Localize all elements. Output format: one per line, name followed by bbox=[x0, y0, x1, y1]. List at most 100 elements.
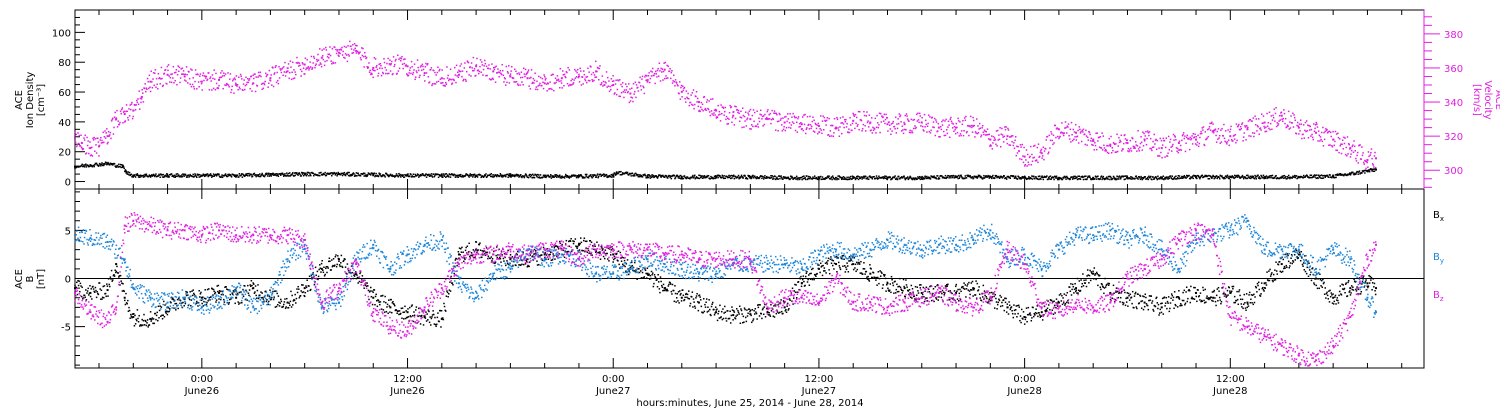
velocity-point bbox=[905, 129, 907, 131]
velocity-point bbox=[648, 72, 650, 74]
velocity-point bbox=[303, 68, 305, 70]
velocity-point bbox=[693, 108, 695, 110]
ion-density-point bbox=[1106, 176, 1108, 178]
velocity-point bbox=[996, 145, 998, 147]
velocity-point bbox=[159, 83, 161, 85]
velocity-point bbox=[312, 67, 314, 69]
velocity-point bbox=[231, 86, 233, 88]
ion-density-point bbox=[1352, 172, 1354, 174]
ion-density-point bbox=[1050, 179, 1052, 181]
velocity-point bbox=[173, 82, 175, 84]
velocity-point bbox=[177, 74, 179, 76]
velocity-point bbox=[133, 110, 135, 112]
bx-point bbox=[106, 283, 108, 285]
velocity-point bbox=[989, 134, 991, 136]
velocity-point bbox=[946, 129, 948, 131]
velocity-point bbox=[910, 132, 912, 134]
velocity-point bbox=[1215, 128, 1217, 130]
velocity-point bbox=[1270, 123, 1272, 125]
velocity-point bbox=[809, 116, 811, 118]
velocity-point bbox=[1022, 144, 1024, 146]
ion-density-point bbox=[897, 179, 899, 181]
velocity-point bbox=[565, 77, 567, 79]
velocity-point bbox=[237, 84, 239, 86]
velocity-point bbox=[853, 114, 855, 116]
velocity-point bbox=[622, 82, 624, 84]
velocity-point bbox=[836, 117, 838, 119]
ion-density-point bbox=[596, 176, 598, 178]
velocity-point bbox=[464, 62, 466, 64]
velocity-point bbox=[1346, 155, 1348, 157]
velocity-point bbox=[758, 118, 760, 120]
velocity-point bbox=[542, 81, 544, 83]
velocity-point bbox=[116, 117, 118, 119]
velocity-point bbox=[721, 113, 723, 115]
velocity-point bbox=[543, 88, 545, 90]
velocity-point bbox=[1349, 148, 1351, 150]
ion-density-point bbox=[1083, 179, 1085, 181]
velocity-point bbox=[635, 97, 637, 99]
ion-density-point bbox=[96, 163, 98, 165]
velocity-point bbox=[1092, 144, 1094, 146]
velocity-point bbox=[846, 123, 848, 125]
velocity-point bbox=[857, 124, 859, 126]
ion-density-point bbox=[723, 175, 725, 177]
velocity-point bbox=[536, 86, 538, 88]
velocity-point bbox=[948, 121, 950, 123]
ion-density-point bbox=[683, 178, 685, 180]
velocity-point bbox=[674, 85, 676, 87]
bx-point bbox=[175, 309, 177, 311]
velocity-point bbox=[1371, 158, 1373, 160]
ion-density-point bbox=[168, 176, 170, 178]
velocity-point bbox=[652, 68, 654, 70]
velocity-point bbox=[410, 73, 412, 75]
velocity-point bbox=[450, 79, 452, 81]
ion-density-point bbox=[261, 173, 263, 175]
velocity-point bbox=[1184, 138, 1186, 140]
velocity-point bbox=[194, 88, 196, 90]
velocity-point bbox=[110, 138, 112, 140]
velocity-point bbox=[1195, 139, 1197, 141]
velocity-point bbox=[218, 85, 220, 87]
ion-density-point bbox=[1034, 178, 1036, 180]
velocity-point bbox=[610, 89, 612, 91]
velocity-point bbox=[447, 77, 449, 79]
velocity-point bbox=[94, 150, 96, 152]
velocity-point bbox=[635, 82, 637, 84]
velocity-point bbox=[1076, 139, 1078, 141]
bx-point bbox=[80, 283, 82, 285]
date-tick-label: June26 bbox=[389, 386, 425, 397]
velocity-point bbox=[1320, 139, 1322, 141]
ion-density-point bbox=[313, 175, 315, 177]
velocity-point bbox=[692, 92, 694, 94]
velocity-point bbox=[963, 135, 965, 137]
velocity-point bbox=[1201, 133, 1203, 135]
velocity-point bbox=[1117, 151, 1119, 153]
velocity-point bbox=[1084, 133, 1086, 135]
velocity-point bbox=[388, 73, 390, 75]
ion-density-point bbox=[303, 172, 305, 174]
velocity-point bbox=[484, 60, 486, 62]
velocity-point bbox=[539, 84, 541, 86]
velocity-point bbox=[1203, 126, 1205, 128]
velocity-point bbox=[1011, 141, 1013, 143]
velocity-point bbox=[427, 63, 429, 65]
velocity-point bbox=[1103, 145, 1105, 147]
velocity-point bbox=[848, 128, 850, 130]
velocity-point bbox=[626, 86, 628, 88]
velocity-point bbox=[1074, 131, 1076, 133]
ion-density-point bbox=[270, 175, 272, 177]
velocity-point bbox=[236, 75, 238, 77]
velocity-point bbox=[411, 61, 413, 63]
velocity-point bbox=[648, 75, 650, 77]
velocity-point bbox=[1234, 138, 1236, 140]
velocity-point bbox=[1161, 157, 1163, 159]
velocity-point bbox=[1118, 145, 1120, 147]
velocity-point bbox=[131, 103, 133, 105]
ion-density-point bbox=[1120, 178, 1122, 180]
velocity-point bbox=[719, 114, 721, 116]
velocity-point bbox=[623, 97, 625, 99]
velocity-point bbox=[234, 77, 236, 79]
velocity-point bbox=[865, 130, 867, 132]
ion-density-point bbox=[921, 176, 923, 178]
